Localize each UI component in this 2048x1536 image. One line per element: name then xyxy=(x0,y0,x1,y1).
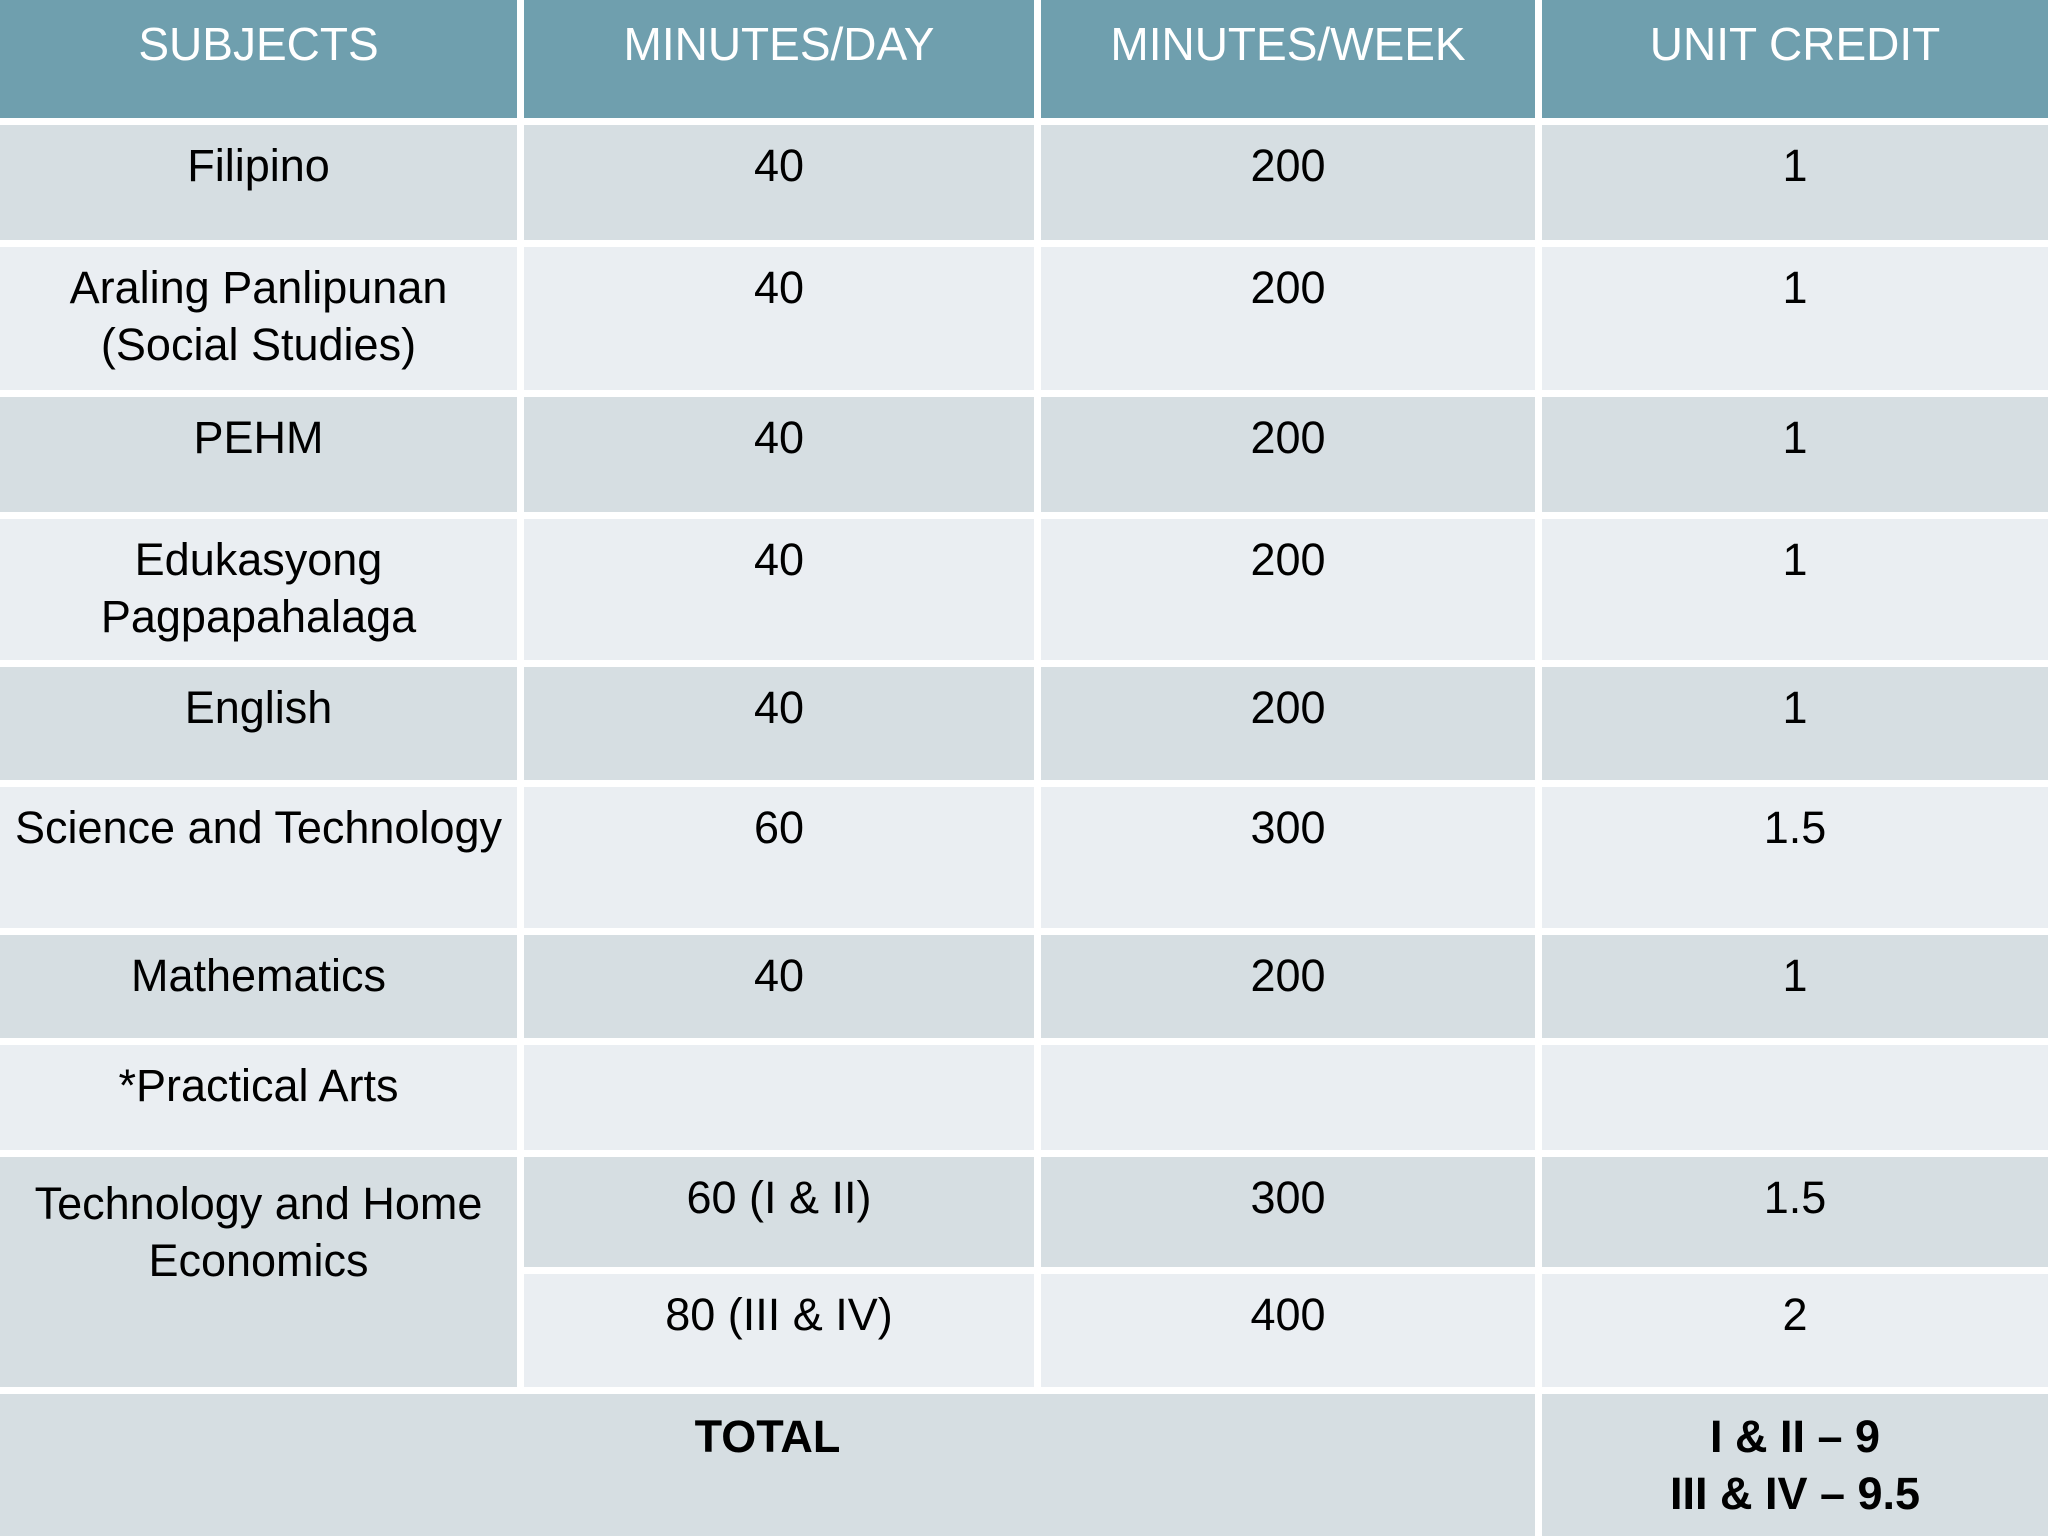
unit-credit-cell xyxy=(1542,1045,2048,1150)
header-unit-credit: UNIT CREDIT xyxy=(1542,0,2048,118)
minutes-week-cell: 200 xyxy=(1041,519,1535,660)
total-label-cell: TOTAL xyxy=(0,1394,1535,1536)
subject-cell: *Practical Arts xyxy=(0,1045,517,1150)
total-unit-credit-cell: I & II – 9 III & IV – 9.5 xyxy=(1542,1394,2048,1536)
minutes-week-cell: 200 xyxy=(1041,935,1535,1038)
subject-cell: Edukasyong Pagpapahalaga xyxy=(0,519,517,660)
unit-credit-cell: 1 xyxy=(1542,935,2048,1038)
minutes-week-cell: 200 xyxy=(1041,667,1535,780)
unit-credit-cell: 1 xyxy=(1542,667,2048,780)
subject-cell: Araling Panlipunan (Social Studies) xyxy=(0,247,517,390)
minutes-day-cell: 40 xyxy=(524,397,1034,512)
unit-credit-cell: 1.5 xyxy=(1542,1157,2048,1267)
minutes-day-cell: 40 xyxy=(524,247,1034,390)
unit-credit-cell: 1 xyxy=(1542,247,2048,390)
minutes-day-cell: 40 xyxy=(524,125,1034,240)
minutes-day-cell: 40 xyxy=(524,667,1034,780)
subject-cell: Filipino xyxy=(0,125,517,240)
unit-credit-cell: 1 xyxy=(1542,519,2048,660)
subject-cell: English xyxy=(0,667,517,780)
header-subjects: SUBJECTS xyxy=(0,0,517,118)
total-credit-line-2: III & IV – 9.5 xyxy=(1669,1468,1921,1519)
minutes-day-cell xyxy=(524,1045,1034,1150)
minutes-week-cell: 200 xyxy=(1041,125,1535,240)
minutes-week-cell: 200 xyxy=(1041,247,1535,390)
unit-credit-cell: 1.5 xyxy=(1542,787,2048,928)
subject-cell: Science and Technology xyxy=(0,787,517,928)
minutes-day-cell: 80 (III & IV) xyxy=(524,1274,1034,1387)
minutes-day-cell: 60 (I & II) xyxy=(524,1157,1034,1267)
unit-credit-cell: 2 xyxy=(1542,1274,2048,1387)
minutes-week-cell: 400 xyxy=(1041,1274,1535,1387)
subject-cell-tech-home-economics: Technology and Home Economics xyxy=(0,1157,517,1387)
total-credit-line-1: I & II – 9 xyxy=(1709,1411,1881,1462)
header-minutes-day: MINUTES/DAY xyxy=(524,0,1034,118)
minutes-day-cell: 40 xyxy=(524,519,1034,660)
minutes-day-cell: 60 xyxy=(524,787,1034,928)
minutes-week-cell: 200 xyxy=(1041,397,1535,512)
minutes-week-cell: 300 xyxy=(1041,787,1535,928)
header-minutes-week: MINUTES/WEEK xyxy=(1041,0,1535,118)
subject-cell: PEHM xyxy=(0,397,517,512)
subject-cell: Mathematics xyxy=(0,935,517,1038)
minutes-day-cell: 40 xyxy=(524,935,1034,1038)
minutes-week-cell xyxy=(1041,1045,1535,1150)
unit-credit-cell: 1 xyxy=(1542,125,2048,240)
minutes-week-cell: 300 xyxy=(1041,1157,1535,1267)
unit-credit-cell: 1 xyxy=(1542,397,2048,512)
